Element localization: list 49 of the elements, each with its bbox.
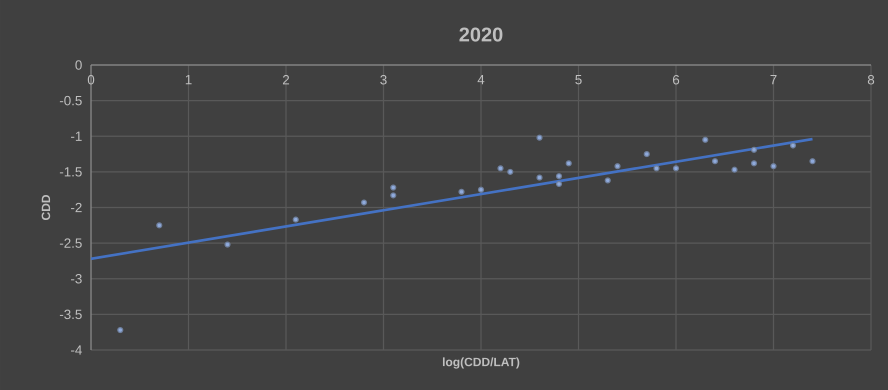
x-tick-label: 3 xyxy=(380,75,387,84)
x-tick-label: 8 xyxy=(868,75,874,84)
x-tick-label: 5 xyxy=(575,75,582,84)
x-tick-label: 1 xyxy=(186,75,192,84)
x-tick-label: 4 xyxy=(478,75,484,84)
point xyxy=(507,168,514,175)
point xyxy=(478,186,484,193)
point xyxy=(458,188,465,195)
y-tick-label: -3 xyxy=(71,274,82,284)
point xyxy=(117,326,124,334)
y-tick-label: 0 xyxy=(75,60,82,70)
point xyxy=(604,177,611,184)
point xyxy=(556,173,562,180)
y-tick-label: -4 xyxy=(71,345,82,355)
y-tick-label: -2 xyxy=(71,202,82,212)
y-tick-label: -2.5 xyxy=(60,238,82,248)
point xyxy=(790,142,796,149)
x-tick-label: 6 xyxy=(672,75,680,84)
point xyxy=(390,192,396,198)
point xyxy=(653,165,660,172)
point xyxy=(770,163,777,170)
point xyxy=(702,136,708,143)
y-tick-label: -1.5 xyxy=(60,167,82,177)
y-tick-label: -3.5 xyxy=(60,310,82,320)
point xyxy=(390,184,396,191)
y-tick-label: -0.5 xyxy=(60,96,82,106)
point xyxy=(614,163,621,170)
point xyxy=(809,158,816,164)
y-axis-title: CDD xyxy=(42,195,50,220)
chart-title: 2020 xyxy=(459,27,502,42)
point xyxy=(731,166,738,173)
point xyxy=(292,216,299,223)
x-tick-label: 7 xyxy=(770,75,777,84)
x-axis-title: log(CDD/LAT) xyxy=(442,357,520,369)
point xyxy=(672,165,680,172)
point xyxy=(750,160,758,166)
point xyxy=(644,150,650,158)
point xyxy=(566,160,572,166)
point xyxy=(224,241,231,248)
point xyxy=(156,222,162,228)
point xyxy=(536,174,543,181)
point xyxy=(497,165,504,172)
point xyxy=(360,199,368,206)
point xyxy=(536,134,543,141)
point xyxy=(712,158,718,164)
x-tick-label: 2 xyxy=(282,75,290,84)
point xyxy=(556,180,562,188)
y-tick-label: -1 xyxy=(71,132,82,141)
point xyxy=(750,146,758,153)
